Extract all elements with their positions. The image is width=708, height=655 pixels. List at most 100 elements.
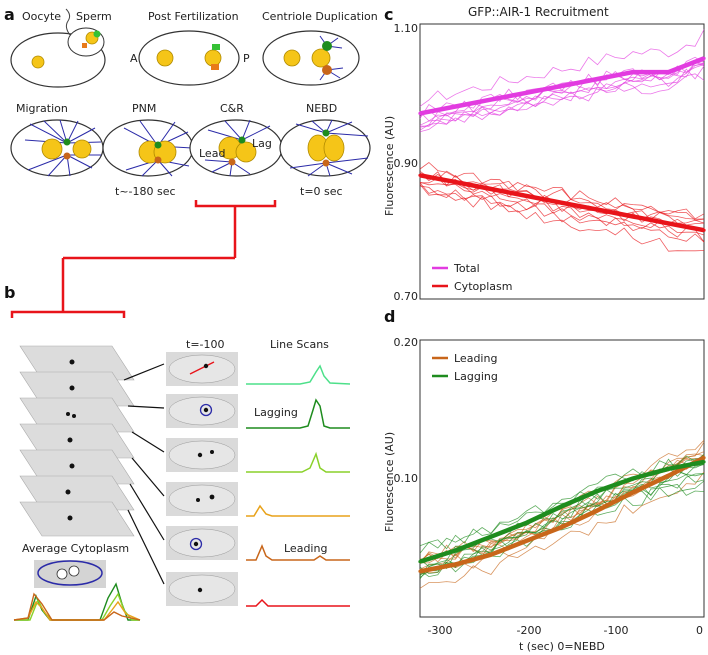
data-point-total xyxy=(524,91,529,95)
data-point-lagging xyxy=(666,467,671,471)
migration-cell xyxy=(10,119,104,177)
chart-d-xtick-200: -200 xyxy=(517,624,542,637)
average-line-scans xyxy=(13,582,141,621)
individual-trace xyxy=(419,61,705,126)
data-point-cytoplasm xyxy=(560,201,564,205)
chart-d-ytick-mid: 0.10 xyxy=(394,472,419,485)
data-point-lagging xyxy=(524,521,529,525)
time-label: t=-100 xyxy=(186,338,225,351)
data-point-total xyxy=(489,98,493,102)
data-point-leading xyxy=(489,553,493,557)
individual-trace xyxy=(419,184,705,243)
data-point-leading xyxy=(702,456,706,460)
panel-b-label: b xyxy=(4,283,15,302)
legend-cytoplasm-label: Cytoplasm xyxy=(454,280,512,293)
legend-lagging-label: Lagging xyxy=(454,370,498,383)
chart-c-ytick-mid: 0.90 xyxy=(394,157,419,170)
individual-trace xyxy=(419,454,705,550)
individual-trace xyxy=(419,161,705,220)
chart-d-xtick-0: 0 xyxy=(696,624,703,637)
chart-d-ylabel: Fluorescence (AU) xyxy=(383,432,396,532)
data-point-cytoplasm xyxy=(666,221,671,225)
data-point-leading xyxy=(631,490,635,494)
stage-pnm-label: PNM xyxy=(132,102,156,115)
data-point-cytoplasm xyxy=(631,214,635,219)
anterior-label: A xyxy=(130,52,138,65)
data-point-total xyxy=(702,56,706,61)
data-point-leading xyxy=(560,525,564,529)
chart-c-ytick-top: 1.10 xyxy=(394,22,419,35)
data-point-total xyxy=(418,111,422,115)
post-fertilization-cell: A P xyxy=(130,30,250,86)
individual-trace xyxy=(419,470,705,575)
chart-c: 1.10 0.90 0.70 Fluorescence (AU) Total C… xyxy=(383,22,706,303)
individual-trace xyxy=(419,474,705,578)
individual-trace xyxy=(419,62,705,127)
frame-arrows xyxy=(123,363,165,585)
lag-label: Lag xyxy=(252,137,272,150)
data-point-leading xyxy=(418,569,422,573)
individual-trace xyxy=(419,185,705,252)
data-point-lagging xyxy=(560,504,564,508)
chart-d-individual-lagging-traces xyxy=(419,454,705,580)
data-point-cytoplasm xyxy=(418,173,422,177)
nebd-cell: t=0 sec xyxy=(279,119,371,198)
chart-c-plot-area xyxy=(419,23,705,300)
chart-d-plot-area xyxy=(419,339,705,618)
individual-trace xyxy=(419,181,705,226)
stage-sperm-label: Sperm xyxy=(76,10,112,23)
legend-leading-label: Leading xyxy=(454,352,497,365)
data-point-lagging xyxy=(631,476,635,481)
bracket-connector xyxy=(10,200,277,318)
centration-rotation-cell: Lead Lag xyxy=(189,119,283,177)
data-point-cytoplasm xyxy=(453,180,458,184)
individual-trace xyxy=(419,471,705,589)
image-stack xyxy=(19,345,135,537)
stage-oocyte-label: Oocyte xyxy=(22,10,61,23)
chart-d-xlabel: t (sec) 0=NEBD xyxy=(519,640,605,653)
line-scans-label: Line Scans xyxy=(270,338,329,351)
data-point-cytoplasm xyxy=(702,228,706,232)
lagging-label: Lagging xyxy=(254,406,298,419)
data-point-cytoplasm xyxy=(524,194,529,198)
data-point-leading xyxy=(453,562,458,567)
data-point-leading xyxy=(666,474,671,478)
stage-row1-labels: Oocyte Sperm Post Fertilization Centriol… xyxy=(22,10,378,23)
stage-post-fertilization-label: Post Fertilization xyxy=(148,10,239,23)
data-point-total xyxy=(453,104,458,109)
individual-trace xyxy=(419,29,705,107)
chart-d-xtick-300: -300 xyxy=(428,624,453,637)
posterior-label: P xyxy=(243,52,250,65)
cropped-frames xyxy=(166,352,238,606)
pnm-cell: t~-180 sec xyxy=(102,119,194,198)
data-point-total xyxy=(666,70,671,74)
stage-row2-labels: Migration PNM C&R NEBD xyxy=(16,102,337,115)
individual-trace xyxy=(419,73,705,131)
line-scans xyxy=(246,364,351,607)
individual-trace xyxy=(419,65,705,133)
data-point-leading xyxy=(595,508,600,512)
data-point-total xyxy=(560,84,564,88)
panel-d-label: d xyxy=(384,307,395,326)
stage-centriole-duplication-label: Centriole Duplication xyxy=(262,10,378,23)
stage-cr-label: C&R xyxy=(220,102,244,115)
pnm-time-label: t~-180 sec xyxy=(115,185,176,198)
data-point-lagging xyxy=(702,460,706,464)
data-point-lagging xyxy=(453,548,458,553)
panel-a-label: a xyxy=(4,5,15,24)
chart-c-legend: Total Cytoplasm xyxy=(432,262,512,293)
chart-d: 0.20 0.10 -300 -200 -100 0 t (sec) 0=NEB… xyxy=(383,336,706,653)
centriole-duplication-cell xyxy=(262,30,360,86)
data-point-lagging xyxy=(595,489,600,493)
chart-d-legend: Leading Lagging xyxy=(432,352,498,383)
chart-c-title: GFP::AIR-1 Recruitment xyxy=(468,5,609,19)
data-point-cytoplasm xyxy=(489,187,493,191)
stage-migration-label: Migration xyxy=(16,102,68,115)
chart-c-series xyxy=(418,56,706,233)
lead-label: Lead xyxy=(199,147,225,160)
panel-c-label: c xyxy=(384,5,393,24)
average-cytoplasm-label: Average Cytoplasm xyxy=(22,542,129,555)
chart-c-ytick-bottom: 0.70 xyxy=(394,290,419,303)
data-point-lagging xyxy=(489,535,493,539)
